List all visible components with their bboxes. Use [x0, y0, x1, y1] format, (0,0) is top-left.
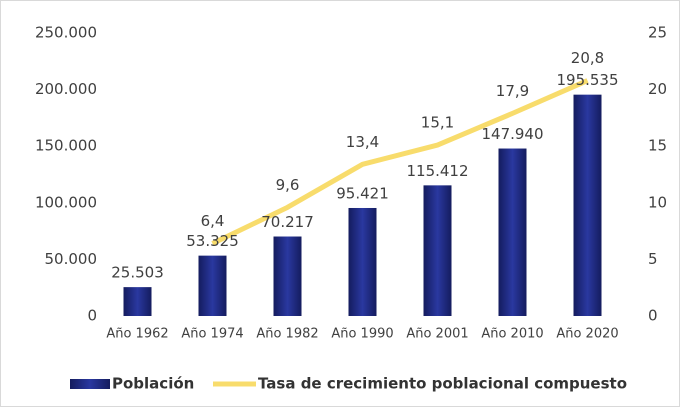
data-label: 9,6 [276, 176, 300, 194]
data-label: 20,8 [571, 49, 604, 67]
data-label: 13,4 [346, 133, 379, 151]
bar [423, 185, 452, 316]
bar [123, 287, 152, 316]
y2-tick-label: 15 [648, 137, 667, 155]
bar [573, 94, 602, 316]
data-label: 147.940 [481, 125, 543, 143]
data-label: 53.325 [186, 232, 239, 250]
y2-tick-label: 20 [648, 80, 667, 98]
x-tick-label: Año 2001 [406, 327, 468, 342]
y-tick-label: 0 [87, 307, 97, 325]
data-label: 115.412 [406, 162, 468, 180]
bar [498, 148, 527, 316]
x-tick-label: Año 1974 [181, 327, 243, 342]
y2-tick-label: 10 [648, 193, 667, 211]
x-tick-label: Año 1962 [106, 327, 168, 342]
x-tick-label: Año 1982 [256, 327, 318, 342]
y2-tick-label: 25 [648, 24, 667, 42]
data-label: 6,4 [201, 212, 225, 230]
x-tick-label: Año 1990 [331, 327, 393, 342]
y-tick-label: 150.000 [35, 137, 97, 155]
data-label: 70.217 [261, 213, 314, 231]
data-label: 17,9 [496, 82, 529, 100]
bar [273, 236, 302, 316]
legend-label: Tasa de crecimiento poblacional compuest… [258, 375, 627, 393]
y2-tick-label: 0 [648, 307, 658, 325]
legend-swatch [70, 379, 110, 389]
y2-tick-label: 5 [648, 250, 658, 268]
data-label: 25.503 [111, 264, 164, 282]
y-tick-label: 200.000 [35, 80, 97, 98]
line [211, 78, 589, 246]
data-label: 195.535 [556, 71, 618, 89]
bar [348, 207, 377, 316]
legend-label: Población [112, 375, 194, 393]
data-label: 15,1 [421, 114, 454, 132]
x-tick-label: Año 2010 [481, 327, 543, 342]
y-tick-label: 100.000 [35, 193, 97, 211]
x-tick-label: Año 2020 [556, 327, 618, 342]
y-tick-label: 50.000 [45, 250, 98, 268]
data-label: 95.421 [336, 184, 389, 202]
bar [198, 255, 227, 316]
y-tick-label: 250.000 [35, 24, 97, 42]
